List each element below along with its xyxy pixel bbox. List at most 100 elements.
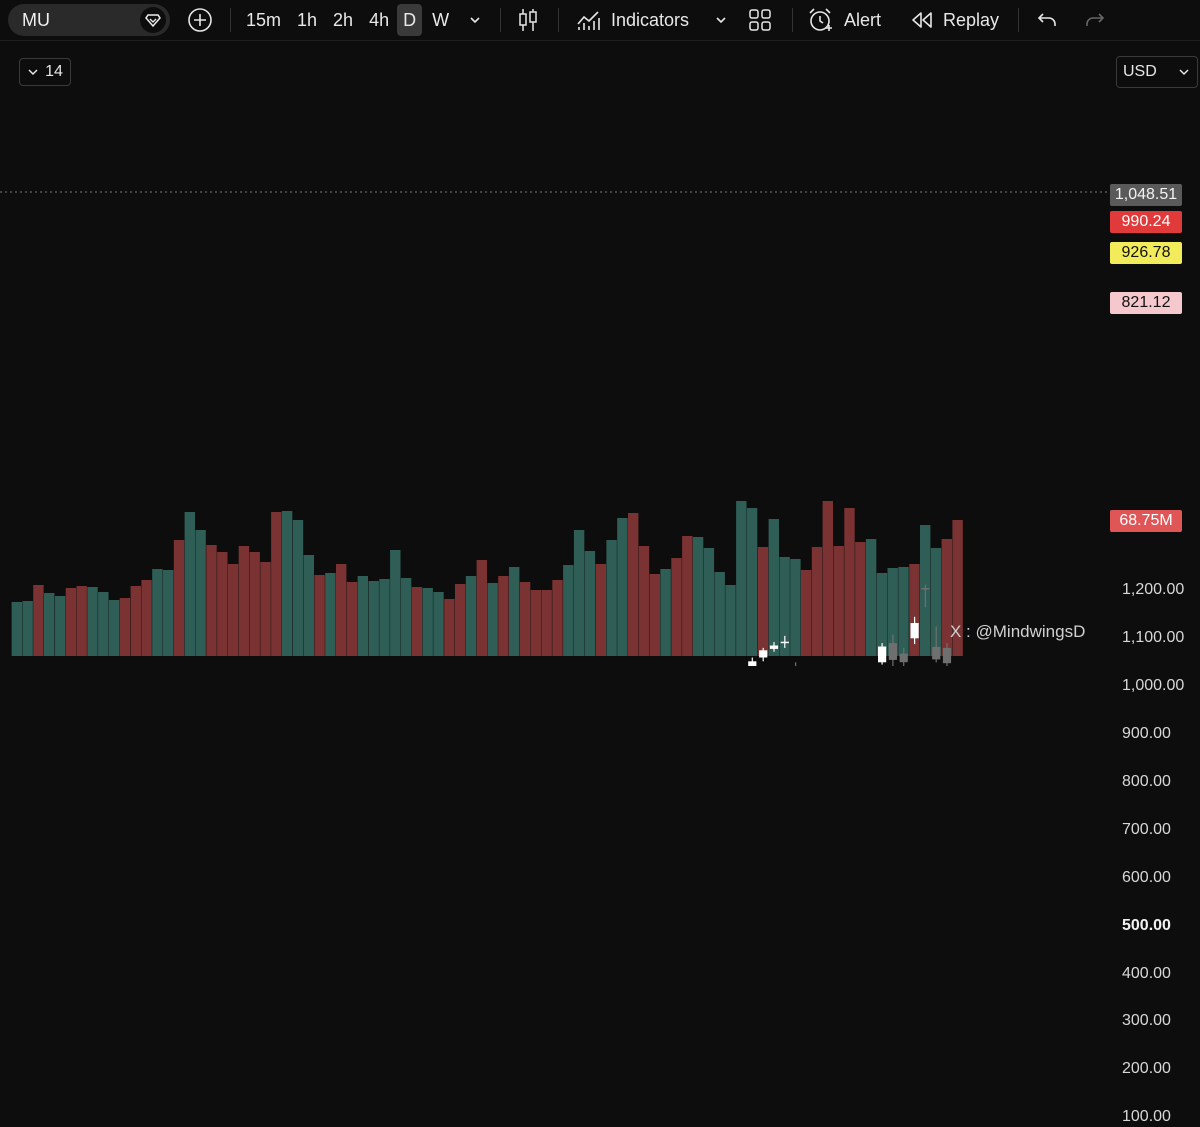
rewind-icon [912, 12, 932, 28]
candle-body [942, 647, 952, 664]
volume-bar [390, 550, 401, 656]
timeframe-group: 15m 1h 2h 4h D W [240, 0, 455, 40]
price-axis-tick: 1,000.00 [1122, 677, 1185, 695]
candle-body [878, 646, 887, 663]
volume-bar [768, 519, 779, 656]
volume-bar [33, 585, 44, 656]
plus-circle-icon [188, 8, 212, 32]
volume-bar [790, 559, 801, 656]
candle [769, 642, 779, 652]
price-axis-tick: 1,100.00 [1122, 629, 1185, 647]
volume-bar [44, 593, 55, 656]
candle-body [748, 661, 757, 666]
redo-icon [1086, 13, 1105, 26]
chart-type-button[interactable] [516, 0, 540, 40]
price-axis-tick: 700.00 [1122, 820, 1171, 838]
volume-bar [703, 548, 715, 656]
candle-body [910, 623, 919, 639]
price-chart[interactable] [0, 40, 1200, 666]
price-axis-tick: 200.00 [1122, 1060, 1171, 1078]
volume-bar [530, 590, 542, 656]
candle-body [888, 643, 897, 660]
currency-selector[interactable]: USD [1116, 56, 1198, 88]
timeframe-dropdown-button[interactable] [468, 0, 482, 40]
top-toolbar: MU 15m 1h 2h 4h D W Indicators Alert Rep… [0, 0, 1200, 41]
alarm-clock-icon [809, 8, 832, 31]
timeframe-1h[interactable]: 1h [297, 10, 318, 30]
volume-bar [108, 600, 120, 656]
toolbar-divider [558, 8, 559, 32]
volume-bar [152, 569, 163, 656]
ma-pink-badge: 821.12 [1110, 292, 1182, 314]
volume-bar [541, 590, 552, 656]
candle-body [780, 641, 789, 644]
volume-bar [22, 601, 33, 656]
volume-bar [281, 511, 293, 656]
volume-bar [606, 540, 617, 656]
candle-body [769, 645, 779, 649]
volume-bar [163, 570, 174, 656]
candle [921, 584, 930, 608]
volume-bar [422, 588, 433, 656]
candle [888, 634, 897, 666]
timeframe-d[interactable]: D [397, 4, 423, 36]
volume-bar [336, 564, 347, 656]
layouts-button[interactable] [748, 0, 772, 40]
symbol-label: MU [22, 9, 50, 30]
volume-bar [617, 518, 628, 656]
candle [759, 647, 768, 662]
volume-bar [433, 592, 444, 656]
timeframe-4h[interactable]: 4h [369, 10, 390, 30]
add-symbol-button[interactable] [186, 0, 214, 40]
undo-button[interactable] [1036, 0, 1058, 40]
candle-body [932, 646, 941, 660]
candle [932, 626, 941, 663]
volume-bar [757, 547, 769, 656]
price-axis-tick: 300.00 [1122, 1012, 1171, 1030]
volume-bar [141, 580, 152, 656]
volume-bar [855, 542, 866, 656]
candle-body [759, 650, 768, 658]
volume-bar [628, 513, 639, 656]
indicators-dropdown-button[interactable] [714, 0, 728, 40]
candle [794, 662, 797, 666]
toolbar-divider [230, 8, 231, 32]
toolbar-divider [792, 8, 793, 32]
price-axis-tick: 400.00 [1122, 964, 1171, 982]
timeframe-w[interactable]: W [432, 10, 450, 30]
chevron-down-icon [470, 17, 480, 24]
candle [899, 647, 908, 666]
redo-button[interactable] [1084, 0, 1106, 40]
candle-body [921, 588, 930, 590]
volume-bar [498, 576, 509, 656]
volume-bar [519, 582, 531, 656]
volume-bar [682, 536, 693, 656]
indicators-button[interactable]: Indicators [576, 0, 689, 40]
volume-bar [325, 573, 336, 656]
volume-bar [238, 546, 250, 656]
currency-label: USD [1123, 63, 1157, 80]
replay-button[interactable]: Replay [910, 0, 999, 40]
volume-bar [130, 586, 141, 656]
volume-bar [260, 562, 271, 656]
timeframe-15m[interactable]: 15m [246, 10, 282, 30]
price-axis-tick: 600.00 [1122, 868, 1171, 886]
volume-bar [249, 552, 260, 656]
undo-icon [1037, 13, 1056, 26]
price-axis-tick: 1,200.00 [1122, 581, 1185, 599]
price-axis-tick: 800.00 [1122, 773, 1171, 790]
replay-label: Replay [943, 9, 1000, 30]
alert-label: Alert [844, 9, 882, 30]
timeframe-2h[interactable]: 2h [333, 10, 354, 30]
volume-bar [357, 576, 368, 656]
interval-selector[interactable]: 14 [19, 58, 71, 86]
diamond-icon[interactable] [140, 7, 166, 33]
volume-bar [822, 501, 833, 656]
alert-button[interactable]: Alert [806, 0, 881, 40]
volume-bar [455, 584, 466, 656]
volume-bar [195, 530, 206, 656]
volume-bars [11, 501, 963, 656]
symbol-search-box[interactable]: MU [8, 4, 170, 36]
volume-badge: 68.75M [1110, 510, 1182, 532]
volume-bar [54, 596, 66, 656]
